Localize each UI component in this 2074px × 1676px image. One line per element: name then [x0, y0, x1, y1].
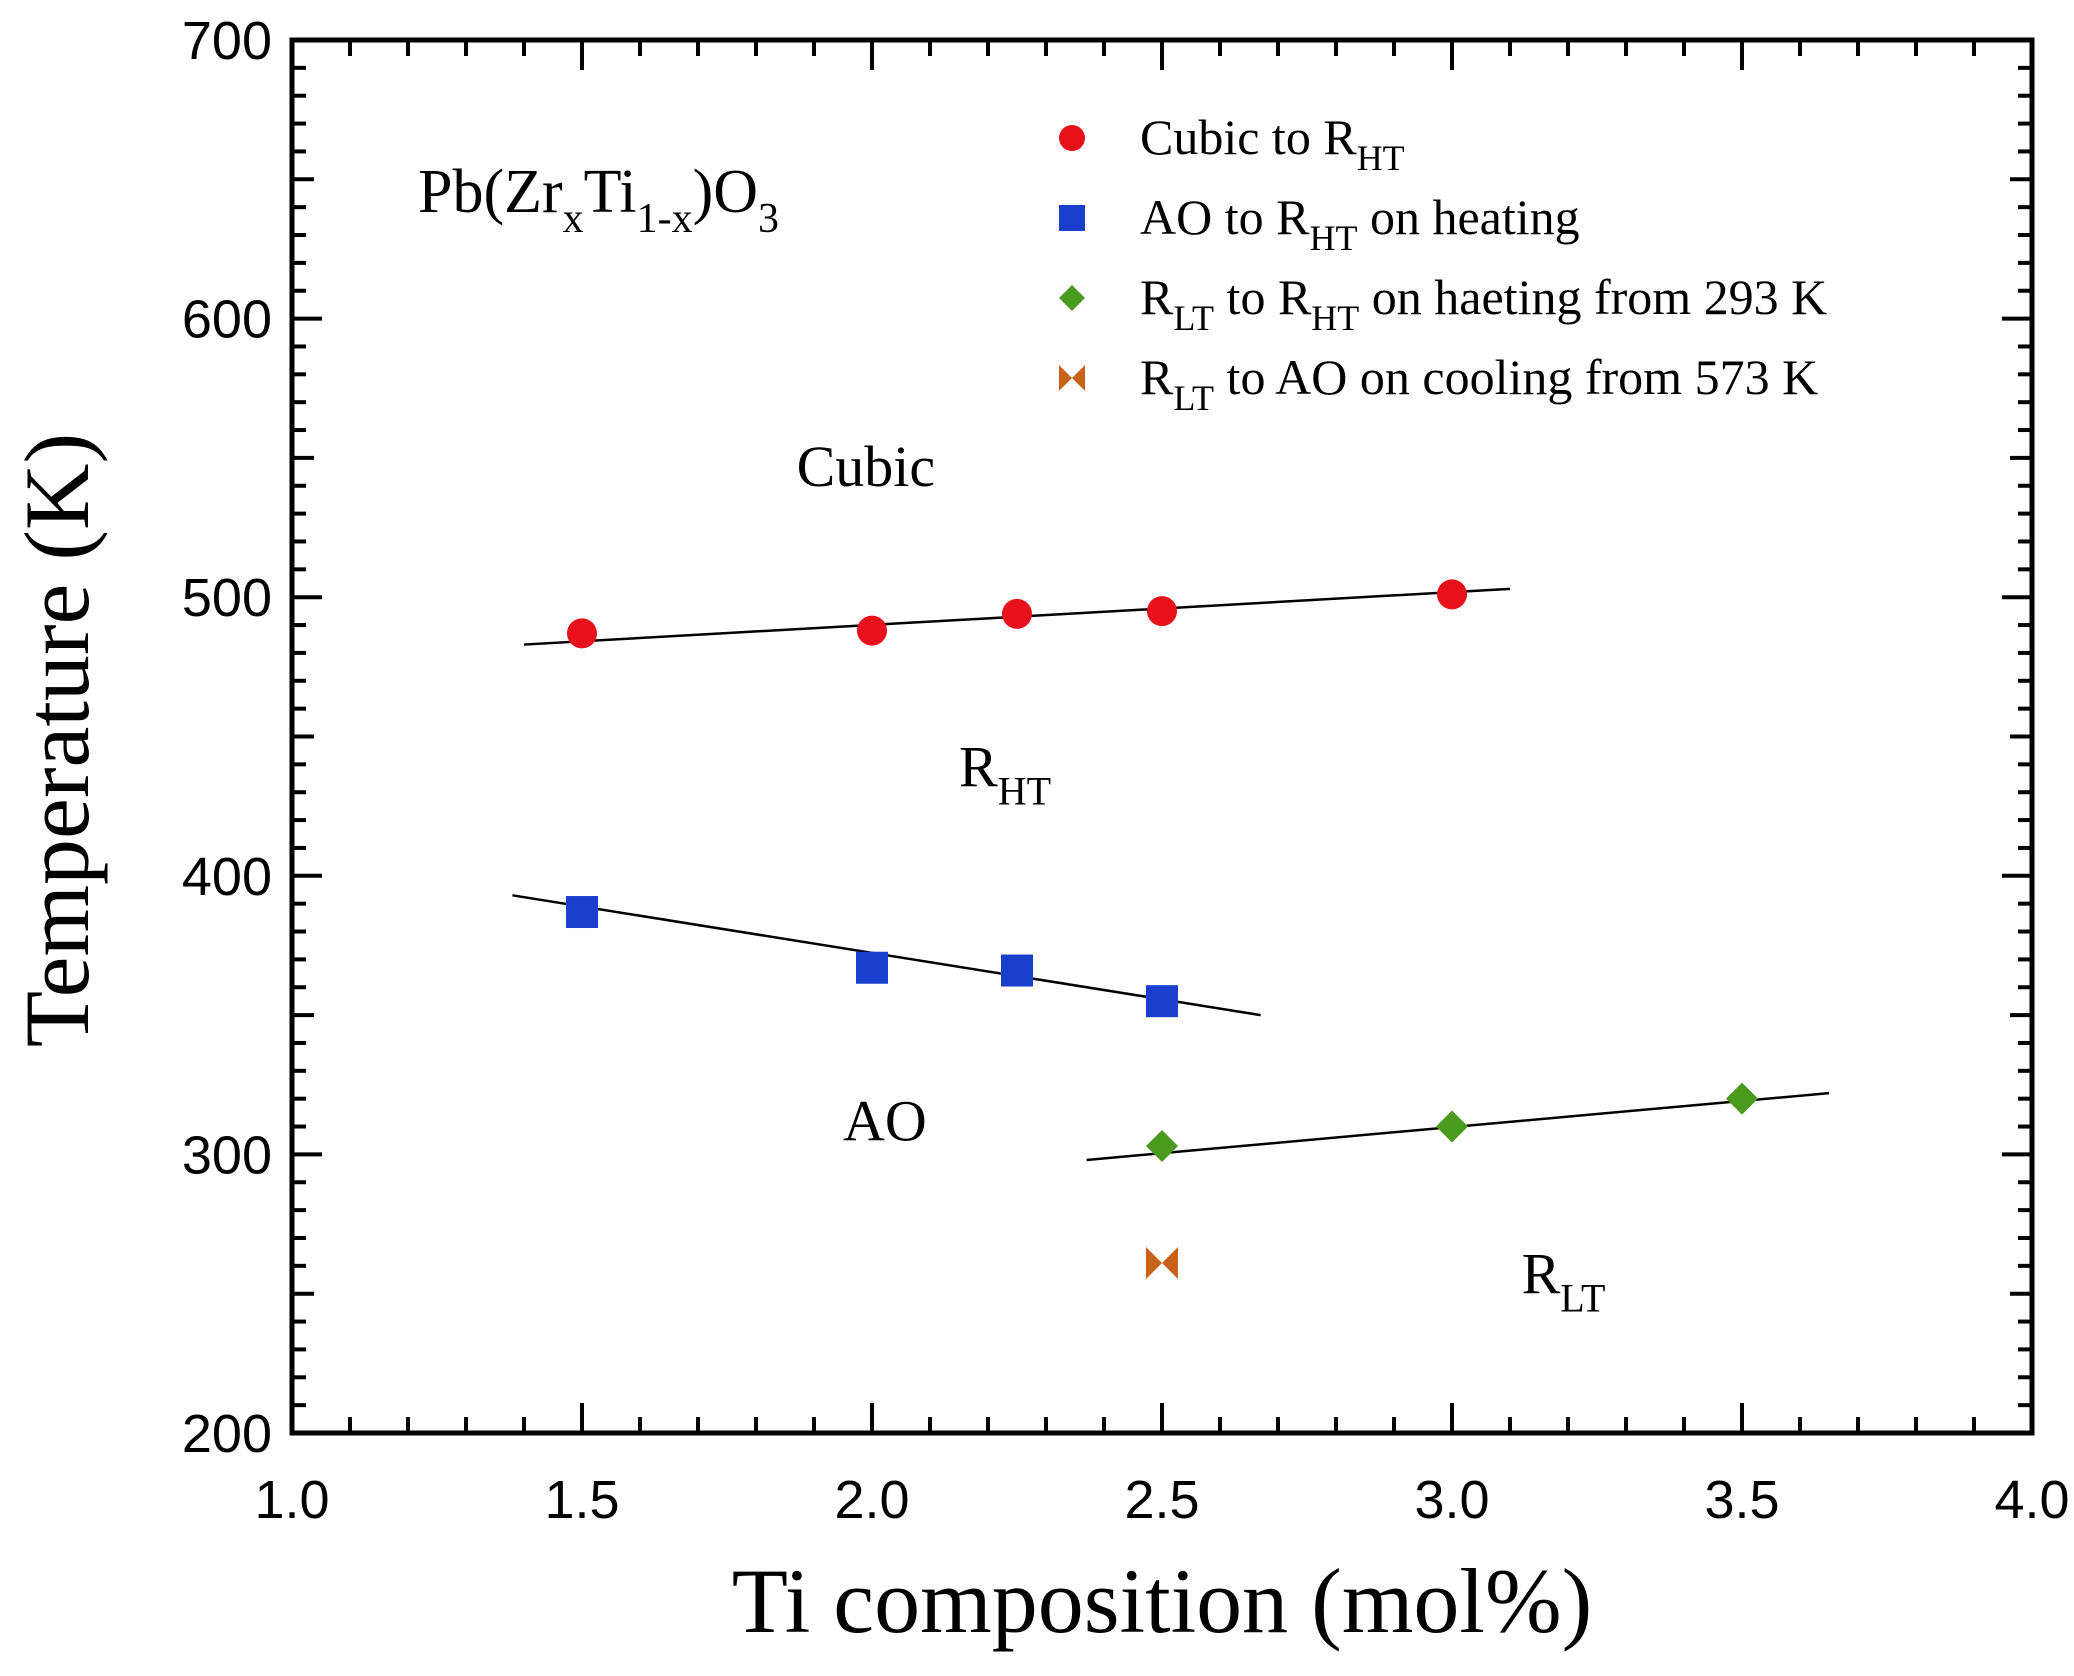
- bowtie-marker: [1146, 1247, 1162, 1280]
- x-tick-label: 2.5: [1124, 1470, 1199, 1530]
- legend-subscript: HT: [1309, 218, 1357, 258]
- legend-entry: Cubic to RHT: [1140, 109, 1405, 178]
- x-tick-label: 1.0: [254, 1470, 329, 1530]
- region-label: AO: [843, 1088, 927, 1153]
- y-tick-label: 400: [182, 847, 272, 907]
- y-tick-labels: 200 300 400 500 600 700: [182, 11, 272, 1464]
- y-tick-label: 700: [182, 11, 272, 71]
- legend-subscript: LT: [1173, 298, 1214, 338]
- y-tick-label: 500: [182, 568, 272, 628]
- legend-entry: RLT to AO on cooling from 573 K: [1140, 349, 1818, 418]
- x-tick-label: 2.0: [834, 1470, 909, 1530]
- square-marker: [856, 951, 888, 984]
- circle-marker: [1147, 596, 1177, 627]
- y-tick-label: 600: [182, 290, 272, 350]
- region-label-text: R: [959, 735, 998, 800]
- x-tick-label: 1.5: [544, 1470, 619, 1530]
- bowtie-marker: [1162, 1247, 1178, 1280]
- region-label-text: AO: [843, 1088, 927, 1153]
- x-axis-title: Ti composition (mol%): [732, 1550, 1592, 1652]
- bowtie-marker: [1059, 365, 1072, 391]
- plot-frame: [289, 37, 2035, 1436]
- title-sub-2: 1-x: [637, 196, 693, 242]
- legend-text: R: [1140, 349, 1174, 405]
- legend-subscript: HT: [1357, 138, 1405, 178]
- title-sub-3: 3: [758, 196, 779, 242]
- y-tick-label: 300: [182, 1125, 272, 1185]
- legend-subscript: LT: [1173, 378, 1214, 418]
- square-marker: [566, 896, 598, 929]
- x-tick-label: 4.0: [1994, 1470, 2069, 1530]
- x-tick-labels: 1.0 1.5 2.0 2.5 3.0 3.5 4.0: [254, 1470, 2069, 1530]
- title-part-2: Ti: [584, 158, 637, 226]
- title-sub-1: x: [563, 196, 584, 242]
- circle-marker: [1437, 579, 1467, 610]
- bowtie-marker: [1072, 365, 1085, 391]
- diamond-marker: [1146, 1130, 1178, 1163]
- region-label-subscript: LT: [1560, 1276, 1605, 1321]
- diamond-marker: [1726, 1082, 1758, 1115]
- circle-marker: [1059, 125, 1085, 151]
- region-label-subscript: HT: [998, 769, 1051, 814]
- square-marker: [1146, 985, 1178, 1018]
- region-label: RHT: [959, 735, 1051, 814]
- y-axis-title: Temperature (K): [6, 433, 108, 1047]
- chart-title: Pb(ZrxTi1-x)O3: [418, 158, 779, 242]
- legend-text: Cubic to R: [1140, 109, 1357, 165]
- circle-marker: [857, 615, 887, 646]
- title-part-1: Pb(Zr: [418, 158, 563, 226]
- circle-marker: [567, 618, 597, 649]
- square-marker: [1001, 954, 1033, 987]
- legend-entry: RLT to RHT on haeting from 293 K: [1140, 269, 1827, 338]
- legend-text: on heating: [1357, 189, 1579, 245]
- x-tick-label: 3.5: [1704, 1470, 1779, 1530]
- region-label-text: R: [1522, 1242, 1561, 1307]
- region-label: RLT: [1522, 1242, 1606, 1321]
- square-marker: [1059, 205, 1085, 231]
- legend-text: R: [1140, 269, 1174, 325]
- legend-entry: AO to RHT on heating: [1140, 189, 1580, 258]
- x-tick-label: 3.0: [1414, 1470, 1489, 1530]
- region-label-text: Cubic: [797, 434, 936, 499]
- data-points: [566, 579, 1758, 1280]
- diamond-marker: [1436, 1110, 1468, 1143]
- title-part-3: )O: [693, 158, 758, 226]
- region-label: Cubic: [797, 434, 936, 499]
- legend-subscript: HT: [1311, 298, 1359, 338]
- legend-text: to AO on cooling from 573 K: [1214, 349, 1818, 405]
- circle-marker: [1002, 598, 1032, 629]
- diamond-marker: [1059, 285, 1085, 311]
- legend-text: on haeting from 293 K: [1359, 269, 1827, 325]
- legend-text: to R: [1214, 269, 1312, 325]
- y-tick-label: 200: [182, 1404, 272, 1464]
- legend-text: AO to R: [1140, 189, 1310, 245]
